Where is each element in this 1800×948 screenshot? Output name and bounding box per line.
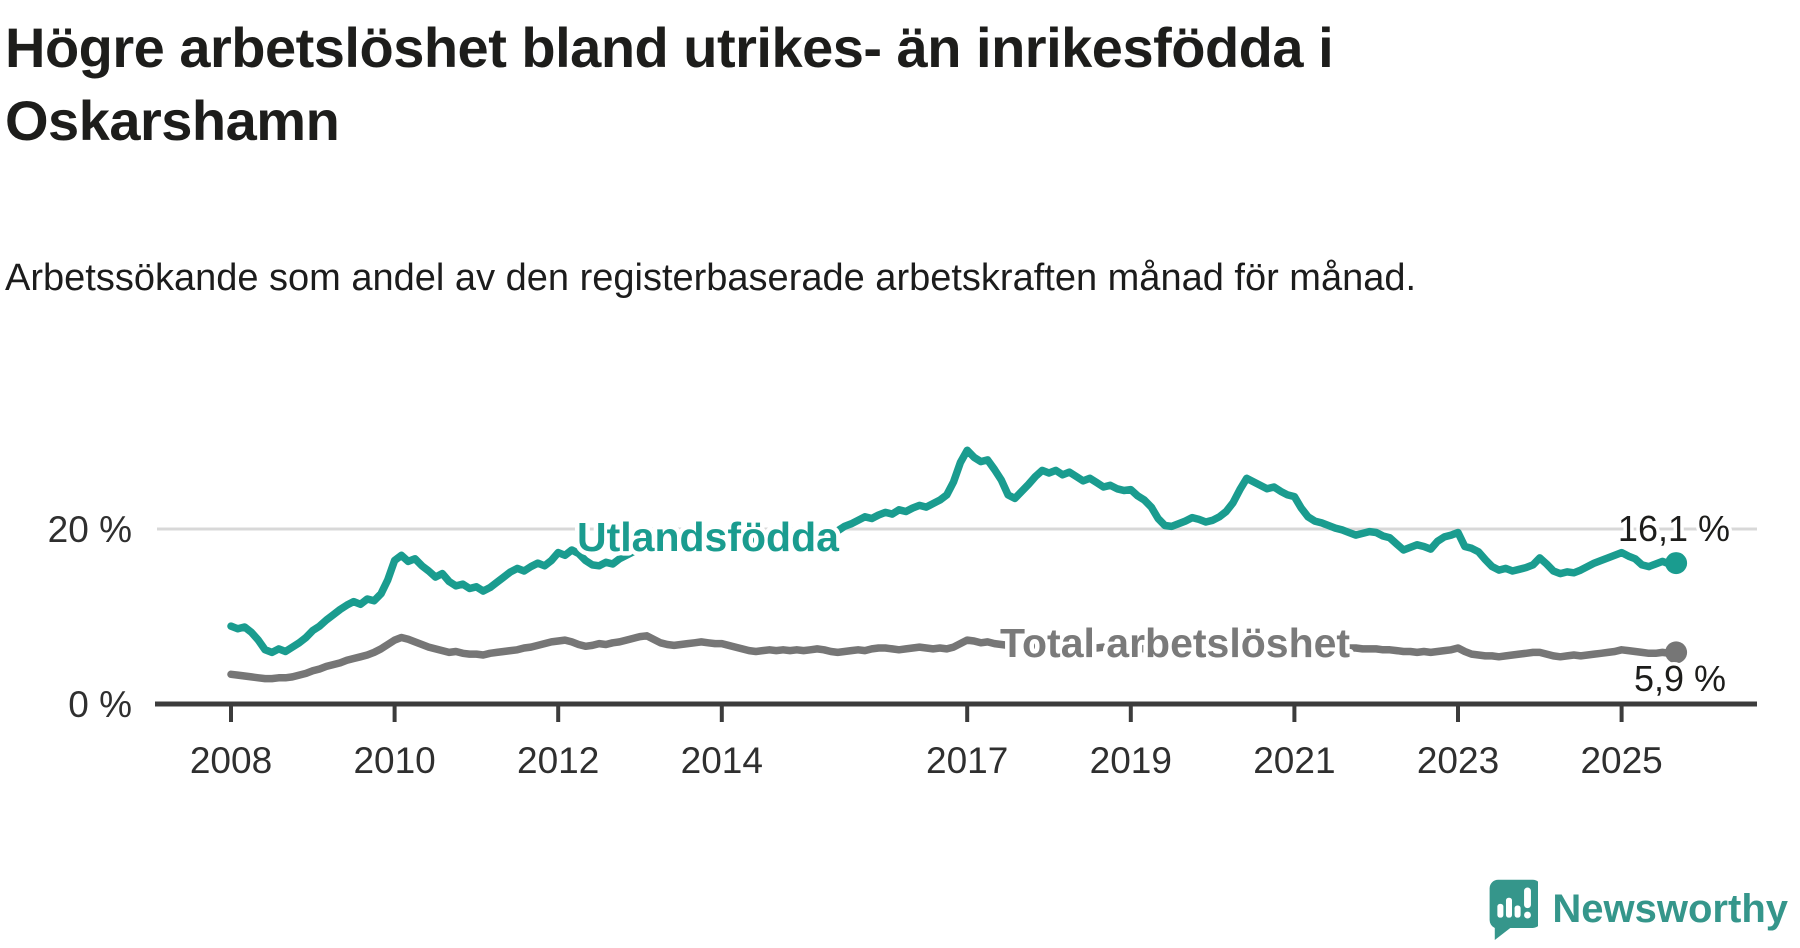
bar-2	[1506, 897, 1513, 918]
newsworthy-brand-text: Newsworthy	[1552, 886, 1788, 931]
end-value-utlandsfodda: 16,1 %	[1618, 508, 1730, 549]
speech-bubble-shape	[1490, 879, 1539, 940]
x-tick-label-2021: 2021	[1253, 740, 1335, 781]
x-tick-label-2010: 2010	[353, 740, 435, 781]
x-tick-label-2008: 2008	[190, 740, 272, 781]
series-label-utlandsfodda: Utlandsfödda	[577, 514, 840, 560]
x-tick-label-2023: 2023	[1417, 740, 1499, 781]
series-label-total-arbetsloshet: Total arbetslöshet	[1000, 620, 1350, 666]
chart-title: Högre arbetslöshet bland utrikes- än inr…	[5, 16, 1334, 152]
x-tick-label-2019: 2019	[1090, 740, 1172, 781]
bar-3	[1514, 905, 1522, 918]
newsworthy-logo-icon	[1490, 879, 1539, 940]
end-value-total: 5,9 %	[1634, 658, 1726, 699]
chart-subtitle: Arbetssökande som andel av den registerb…	[5, 257, 1417, 299]
x-tick-label-2025: 2025	[1580, 740, 1662, 781]
y-tick-label-20: 20 %	[48, 509, 132, 550]
series-end-dot-1	[1665, 552, 1688, 575]
x-tick-label-2012: 2012	[517, 740, 599, 781]
y-tick-label-0: 0 %	[68, 684, 132, 725]
newsworthy-brand: Newsworthy	[1486, 878, 1788, 940]
x-tick-label-2014: 2014	[681, 740, 763, 781]
series-line-0	[227, 632, 1680, 683]
series-end-dot-0	[1665, 641, 1688, 664]
x-tick-label-2017: 2017	[926, 740, 1008, 781]
exclamation-dot	[1524, 911, 1532, 919]
x-axis-ticks: 2008 2010 2012 2014 2017 2019 2021 2023 2025	[190, 704, 1663, 781]
exclamation-bar	[1524, 887, 1532, 909]
series-line-1	[227, 446, 1680, 657]
bar-1	[1497, 903, 1504, 918]
